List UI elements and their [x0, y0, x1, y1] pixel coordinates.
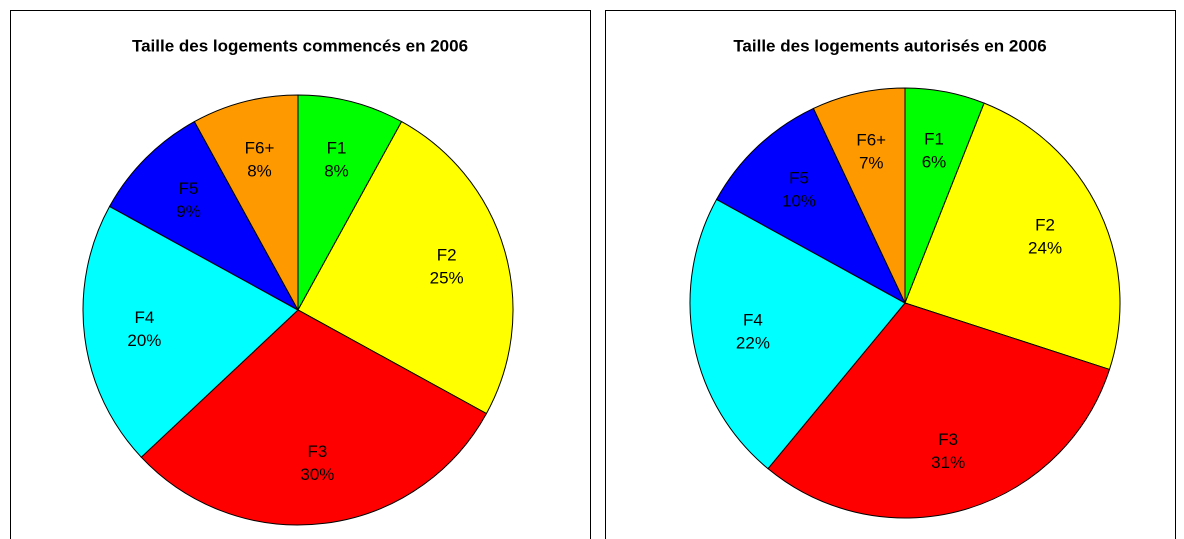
value-label: 22% — [736, 333, 770, 352]
pie-slice — [812, 87, 906, 304]
pie-slice — [715, 107, 907, 305]
slice-label: F1 — [924, 129, 944, 148]
value-label: 6% — [922, 152, 947, 171]
value-label: 10% — [782, 192, 816, 211]
pie-slice — [108, 120, 300, 312]
value-label: 30% — [300, 465, 334, 484]
value-label: 24% — [1028, 239, 1062, 258]
value-label: 25% — [430, 268, 464, 287]
chart-title: Taille des logements autorisés en 2006 — [733, 36, 1046, 55]
value-label: 8% — [247, 162, 272, 181]
slice-label: F4 — [743, 310, 763, 329]
slice-label: F6+ — [245, 139, 275, 158]
pie-slice — [82, 205, 299, 458]
pie-slice — [689, 198, 906, 470]
pie-slice — [904, 102, 1121, 371]
value-label: 7% — [859, 153, 884, 172]
pie-slice — [767, 302, 1111, 519]
chart-title: Taille des logements commencés en 2006 — [132, 36, 468, 55]
slice-label: F1 — [327, 139, 347, 158]
pie-slice — [297, 120, 514, 415]
pie-slice — [297, 94, 403, 311]
pie-slice — [140, 309, 488, 526]
slice-label: F3 — [938, 430, 958, 449]
slice-label: F5 — [179, 179, 199, 198]
pie-slice — [193, 94, 299, 311]
slice-label: F5 — [789, 169, 809, 188]
slice-label: F2 — [1035, 216, 1055, 235]
slice-label: F4 — [134, 308, 154, 327]
value-label: 31% — [931, 453, 965, 472]
slice-label: F6+ — [856, 130, 886, 149]
slice-label: F3 — [307, 442, 327, 461]
value-label: 20% — [127, 331, 161, 350]
value-label: 8% — [324, 162, 349, 181]
slice-label: F2 — [437, 245, 457, 264]
value-label: 9% — [176, 202, 201, 221]
